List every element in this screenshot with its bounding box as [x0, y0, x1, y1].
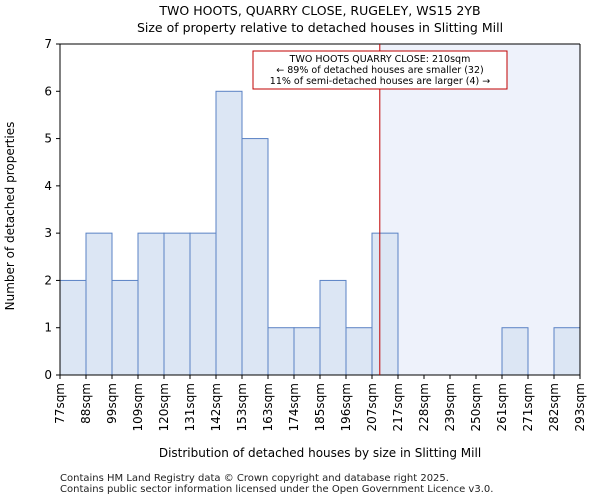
histogram-bar: [345, 327, 373, 376]
y-tick-label: 3: [44, 226, 52, 240]
x-tick-label: 228sqm: [417, 383, 431, 431]
histogram-bar: [293, 327, 321, 376]
x-tick-label: 174sqm: [287, 383, 301, 431]
x-tick-label: 99sqm: [105, 383, 119, 424]
annotation-box: TWO HOOTS QUARRY CLOSE: 210sqm ← 89% of …: [252, 50, 508, 90]
annotation-line-3: 11% of semi-detached houses are larger (…: [270, 76, 490, 87]
x-tick-label: 293sqm: [573, 383, 587, 431]
x-tick-label: 282sqm: [547, 383, 561, 431]
histogram-bar: [267, 327, 295, 376]
bars-layer: [59, 90, 581, 376]
chart-subtitle: Size of property relative to detached ho…: [136, 20, 504, 35]
y-tick-label: 6: [44, 84, 52, 98]
annotation-line-1: TWO HOOTS QUARRY CLOSE: 210sqm: [289, 54, 471, 65]
histogram-bar: [189, 232, 217, 376]
histogram-bar: [319, 279, 347, 376]
footer-line-1: Contains HM Land Registry data © Crown c…: [60, 473, 449, 484]
annotation-border: [252, 50, 508, 90]
x-tick-label: 239sqm: [443, 383, 457, 431]
histogram-bar: [501, 327, 529, 376]
histogram-bar: [553, 327, 581, 376]
x-tick-label: 163sqm: [261, 383, 275, 431]
histogram-bar: [137, 232, 165, 376]
x-tick-label: 271sqm: [521, 383, 535, 431]
histogram-bar: [111, 279, 139, 376]
x-tick-label: 109sqm: [131, 383, 145, 431]
x-tick-label: 131sqm: [183, 383, 197, 431]
x-axis-label: Distribution of detached houses by size …: [159, 446, 481, 460]
y-tick-label: 5: [44, 132, 52, 146]
highlight-layer: [379, 44, 580, 375]
x-tick-label: 120sqm: [157, 383, 171, 431]
x-tick-label: 185sqm: [313, 383, 327, 431]
x-tick-label: 153sqm: [235, 383, 249, 431]
histogram-bar: [59, 279, 87, 376]
histogram-bar: [215, 90, 243, 376]
x-tick-label: 250sqm: [469, 383, 483, 431]
histogram-bar: [163, 232, 191, 376]
footer-line-2: Contains public sector information licen…: [60, 484, 494, 495]
y-tick-label: 1: [44, 321, 52, 335]
axes-layer: 0 1 2 3 4 5 6 7 77sqm 88sqm 99sqm 109sqm 120sqm 131sq…: [44, 37, 587, 431]
histogram-bar: [241, 138, 269, 376]
y-tick-label: 4: [44, 179, 52, 193]
histogram-bar: [371, 232, 399, 376]
histogram-bar: [85, 232, 113, 376]
y-tick-label: 2: [44, 273, 52, 287]
x-tick-label: 88sqm: [79, 383, 93, 424]
y-tick-label: 0: [44, 368, 52, 382]
chart-title-block: TWO HOOTS, QUARRY CLOSE, RUGELEY, WS15 2…: [0, 2, 600, 36]
y-tick-label: 7: [44, 37, 52, 51]
highlight-region: [379, 44, 580, 375]
footer: Contains HM Land Registry data © Crown c…: [60, 473, 493, 495]
x-tick-label: 142sqm: [209, 383, 223, 431]
y-axis-label: Number of detached properties: [3, 122, 17, 311]
x-tick-label: 196sqm: [339, 383, 353, 431]
x-tick-label: 261sqm: [495, 383, 509, 431]
x-tick-label: 77sqm: [53, 383, 67, 424]
x-tick-label: 217sqm: [391, 383, 405, 431]
annotation-line-2: ← 89% of detached houses are smaller (32…: [276, 65, 483, 76]
x-tick-label: 207sqm: [365, 383, 379, 431]
chart-title: TWO HOOTS, QUARRY CLOSE, RUGELEY, WS15 2…: [159, 3, 481, 18]
